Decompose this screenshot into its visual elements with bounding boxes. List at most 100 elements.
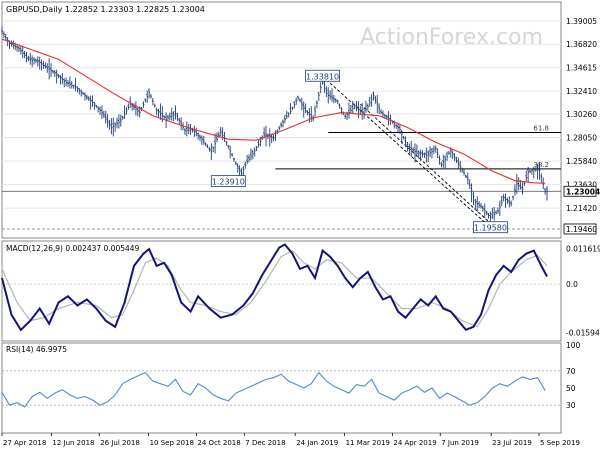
- ohlc-bar: [110, 118, 113, 135]
- ohlc-bar: [200, 135, 203, 145]
- ohlc-bar: [527, 166, 530, 183]
- price-tick-label: 1.23630: [566, 181, 597, 190]
- watermark: ActionForex.com: [360, 25, 543, 50]
- ohlc-bar: [199, 134, 202, 142]
- ohlc-bar: [461, 167, 464, 173]
- ohlc-bar: [368, 97, 371, 107]
- ohlc-bar: [281, 119, 284, 128]
- swing-point-label: 1.33810: [305, 69, 340, 82]
- ohlc-bar: [159, 103, 162, 120]
- ohlc-bar: [332, 94, 335, 104]
- ohlc-bar: [423, 152, 426, 158]
- ohlc-bar: [244, 161, 247, 169]
- ohlc-bar: [12, 40, 15, 49]
- ohlc-bar: [523, 182, 526, 187]
- time-axis-label: 23 Jul 2019: [492, 439, 532, 447]
- ohlc-bar: [89, 95, 92, 110]
- ohlc-bar: [398, 124, 401, 134]
- ohlc-bar: [151, 97, 154, 106]
- ohlc-bar: [444, 155, 447, 169]
- ohlc-bar: [249, 148, 252, 161]
- swing-point-label: 1.23910: [210, 175, 246, 188]
- ohlc-bar: [361, 103, 364, 120]
- ohlc-bar: [291, 106, 294, 110]
- ohlc-bar: [302, 101, 305, 118]
- ohlc-bar: [195, 127, 198, 137]
- ohlc-bar: [415, 144, 418, 157]
- ohlc-bar: [434, 145, 437, 153]
- ohlc-bar: [544, 187, 547, 195]
- ohlc-bar: [168, 112, 171, 121]
- ohlc-bar: [2, 31, 5, 39]
- ohlc-bar: [83, 92, 86, 101]
- ohlc-bar: [289, 103, 292, 115]
- ohlc-bar: [25, 51, 28, 63]
- ohlc-bar: [170, 107, 173, 121]
- ohlc-bar: [10, 40, 13, 47]
- rsi-tick-label: 30: [566, 401, 576, 410]
- ohlc-bar: [67, 80, 70, 88]
- ohlc-bar: [387, 111, 390, 126]
- ohlc-bar: [474, 198, 477, 211]
- time-axis-label: 24 Jan 2019: [296, 439, 338, 447]
- ohlc-bar: [97, 106, 100, 113]
- ohlc-bar: [215, 132, 218, 143]
- low-marker-box: [563, 223, 597, 235]
- ohlc-bar: [148, 88, 151, 99]
- time-axis-label: 10 Sep 2018: [150, 439, 194, 447]
- ohlc-bar: [149, 93, 152, 99]
- ohlc-bar: [142, 101, 145, 108]
- ohlc-bar: [479, 203, 482, 209]
- ohlc-bar: [127, 103, 130, 110]
- ohlc-bar: [153, 103, 156, 108]
- ohlc-bar: [87, 96, 90, 101]
- swing-point-label-box: [210, 175, 246, 188]
- ohlc-bar: [412, 147, 415, 153]
- ohlc-bar: [380, 109, 383, 115]
- ohlc-bar: [48, 58, 51, 80]
- ohlc-bar: [108, 119, 111, 130]
- rsi-guide-lines: [2, 370, 561, 406]
- ohlc-bar: [432, 145, 435, 154]
- ohlc-bar: [125, 107, 128, 115]
- price-labels: 1.23910 1.33810 1.19580: [210, 69, 508, 234]
- ohlc-bar: [374, 95, 377, 104]
- ohlc-bar: [155, 107, 158, 116]
- ohlc-bar: [446, 151, 449, 161]
- ohlc-bar: [470, 183, 473, 203]
- ohlc-bar: [185, 121, 188, 137]
- ohlc-bar: [327, 87, 330, 104]
- ohlc-bar: [274, 130, 277, 141]
- moving-average-line: [1, 38, 546, 184]
- ohlc-bar: [466, 172, 469, 185]
- ohlc-bar: [19, 46, 22, 55]
- ohlc-bar: [123, 105, 126, 119]
- ohlc-bar: [355, 101, 358, 112]
- ohlc-bar: [133, 103, 136, 111]
- ohlc-bar: [338, 103, 341, 109]
- ohlc-bar: [225, 140, 228, 146]
- price-tick-label: 1.30260: [566, 110, 597, 119]
- ohlc-bar: [1, 26, 3, 35]
- ohlc-bar: [406, 142, 409, 152]
- ohlc-bar: [334, 98, 337, 103]
- ohlc-bar: [306, 110, 309, 116]
- ohlc-bar: [521, 182, 524, 195]
- time-axis-label: 26 Jul 2018: [100, 439, 140, 447]
- ohlc-bar: [253, 147, 256, 157]
- ohlc-bar: [315, 100, 318, 109]
- ohlc-bar: [257, 139, 260, 148]
- ohlc-bar: [187, 123, 190, 134]
- ohlc-bar: [372, 91, 375, 101]
- ohlc-bar: [310, 106, 313, 123]
- trend-channel-line: [360, 103, 491, 224]
- ohlc-bar: [134, 101, 137, 116]
- ohlc-bar: [178, 117, 181, 125]
- ohlc-bar: [397, 124, 400, 133]
- price-tick-label: 1.39005: [566, 17, 597, 26]
- macd-y-axis: 0.011619 0.0 -0.015949: [566, 245, 600, 338]
- macd-series: [1, 243, 548, 332]
- ohlc-bar: [300, 97, 303, 111]
- ohlc-bar: [104, 110, 107, 124]
